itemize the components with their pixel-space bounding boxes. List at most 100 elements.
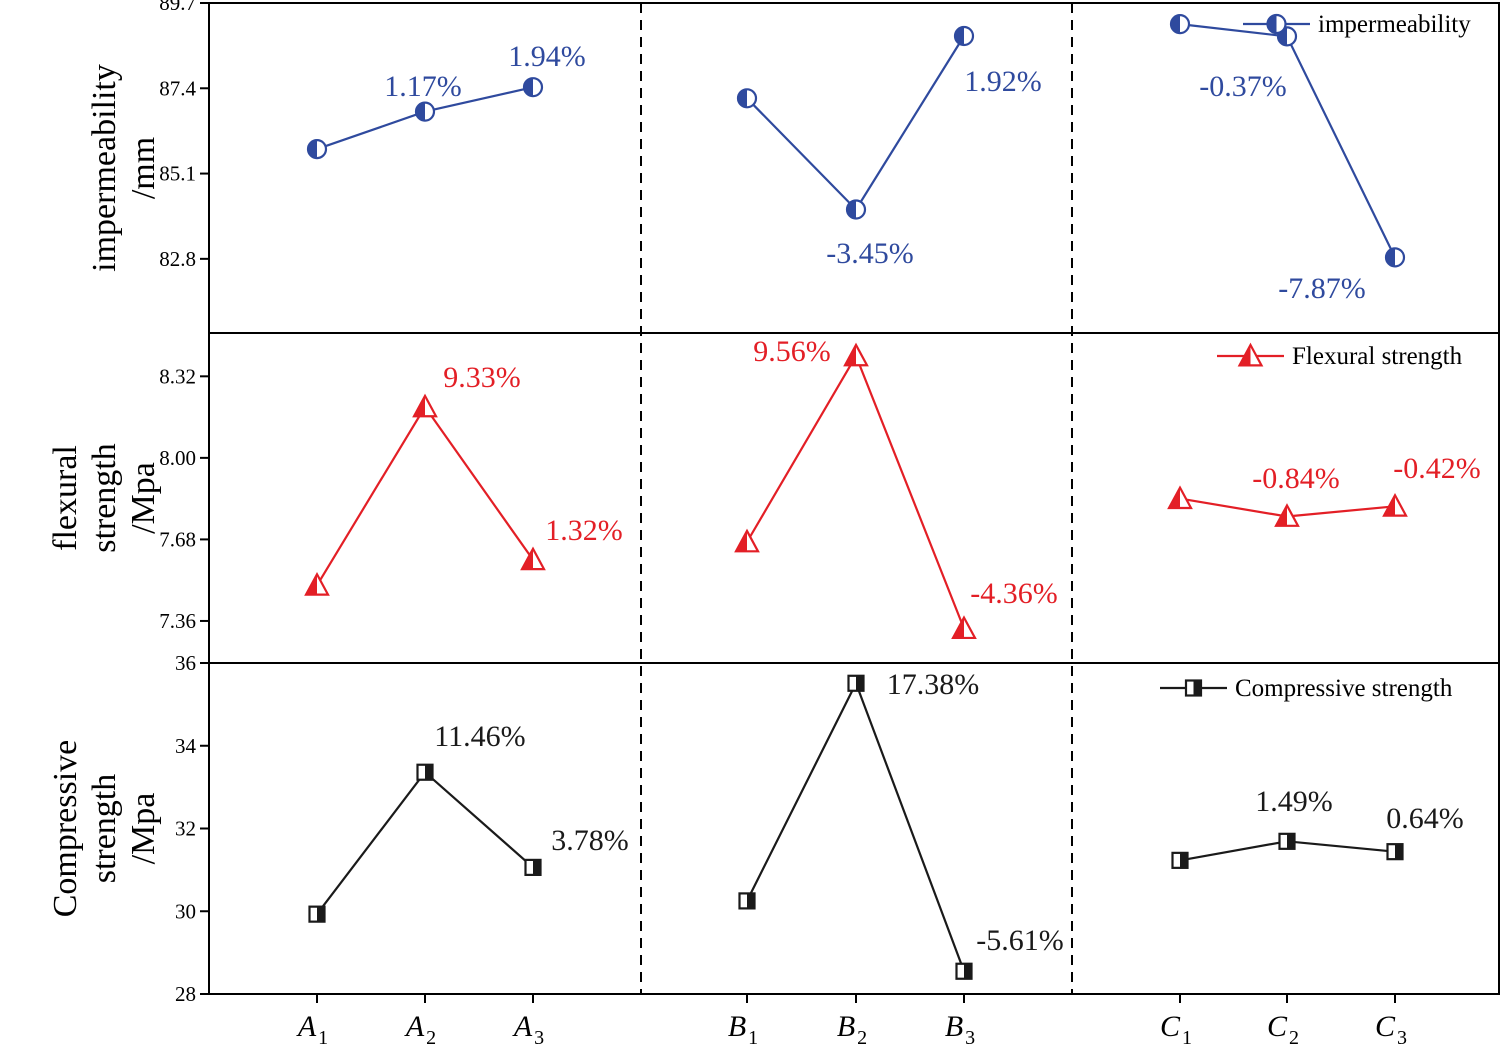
marker-fill (1395, 844, 1403, 860)
y-tick-label: 89.7 (159, 0, 196, 15)
data-point (522, 77, 544, 98)
x-tick-subscript: 1 (1182, 1027, 1192, 1049)
marker-fill (1193, 680, 1201, 696)
data-point (1171, 851, 1189, 869)
data-label: -3.45% (826, 237, 913, 270)
legend-marker (1266, 13, 1287, 35)
data-label: 1.49% (1255, 785, 1333, 818)
x-tick-subscript: 1 (748, 1027, 758, 1049)
y-tick-label: 7.68 (159, 527, 196, 551)
y-tick-label: 82.8 (159, 247, 196, 271)
data-point (306, 138, 328, 160)
data-label: -4.36% (970, 577, 1057, 610)
data-label: -5.61% (976, 924, 1063, 957)
y-axis-title: /Mpa (125, 793, 162, 865)
y-axis-title: strength (86, 774, 123, 884)
marker-fill (1239, 345, 1251, 366)
marker-fill (524, 78, 533, 97)
y-axis-title: flexural (47, 445, 84, 551)
data-label: 3.78% (551, 824, 629, 857)
data-point (847, 674, 865, 692)
data-point (1167, 485, 1193, 510)
marker-fill (308, 140, 317, 159)
x-tick-subscript: 3 (1397, 1027, 1407, 1049)
marker-fill (1287, 833, 1295, 849)
marker-fill (1276, 505, 1287, 526)
data-label: 9.56% (753, 335, 831, 368)
x-tick-subscript: 1 (318, 1027, 328, 1049)
data-point (845, 199, 867, 220)
data-label: 1.17% (384, 70, 462, 103)
data-label: -7.87% (1278, 272, 1365, 305)
marker-fill (1267, 15, 1277, 33)
data-point (308, 905, 326, 923)
data-point (412, 393, 438, 418)
legend-label: impermeability (1318, 11, 1471, 38)
data-point (738, 892, 756, 910)
data-label: -0.42% (1393, 452, 1480, 485)
marker-fill (738, 89, 747, 108)
marker-fill (522, 548, 533, 570)
series-line (316, 770, 534, 915)
data-label: -0.84% (1252, 462, 1339, 495)
panel-compressive: 28 30 32 34 36 Compressive strength/Mpa 11.46% 3… (47, 651, 1464, 1006)
marker-fill (955, 27, 964, 45)
y-tick-label: 36 (175, 651, 196, 675)
data-point (951, 615, 977, 640)
x-tick-subscript: 2 (1289, 1027, 1299, 1049)
data-point (734, 528, 760, 553)
data-label: 9.33% (443, 361, 521, 394)
y-tick-label: 8.32 (159, 364, 196, 388)
marker-fill (416, 102, 425, 121)
data-label: 17.38% (887, 668, 980, 701)
marker-fill (1171, 15, 1180, 34)
data-point (955, 962, 973, 980)
panel-flexural: 7.36 7.68 8.00 8.32 flexural strength/Mpa 9.33… (47, 335, 1481, 633)
data-point (1386, 843, 1404, 861)
data-point (524, 858, 542, 876)
marker-fill (1384, 495, 1395, 516)
y-tick-label: 34 (175, 734, 197, 758)
legend: Flexural strength (1217, 343, 1463, 370)
data-label: 0.64% (1386, 802, 1464, 835)
series-line (746, 680, 966, 972)
marker-fill (306, 574, 317, 595)
marker-fill (425, 764, 433, 780)
y-tick-label: 28 (175, 982, 196, 1006)
y-axis-title: impermeability (86, 64, 123, 272)
marker-fill (1386, 248, 1395, 267)
series-line (316, 404, 534, 586)
data-label: 1.92% (964, 65, 1042, 98)
x-tick-subscript: 2 (426, 1027, 436, 1049)
data-label: 1.94% (508, 40, 586, 73)
series-line (746, 35, 965, 212)
marker-fill (964, 963, 972, 979)
y-axis-title: /Mpa (125, 462, 162, 534)
y-axis-title: strength (86, 443, 123, 553)
data-label: 1.32% (545, 514, 623, 547)
data-point (414, 101, 436, 122)
data-point (416, 763, 434, 781)
data-point (953, 25, 975, 47)
y-tick-label: 85.1 (159, 162, 196, 186)
marker-fill (856, 675, 864, 691)
legend-marker (1237, 342, 1264, 367)
data-label: 11.46% (434, 720, 525, 753)
legend-label: Flexural strength (1292, 343, 1463, 370)
data-point (1274, 503, 1300, 527)
y-tick-label: 7.36 (159, 609, 196, 633)
data-point (1278, 832, 1296, 850)
y-tick-label: 30 (175, 899, 196, 923)
y-tick-label: 32 (175, 817, 196, 841)
marker-fill (736, 530, 747, 552)
marker-fill (953, 617, 964, 638)
